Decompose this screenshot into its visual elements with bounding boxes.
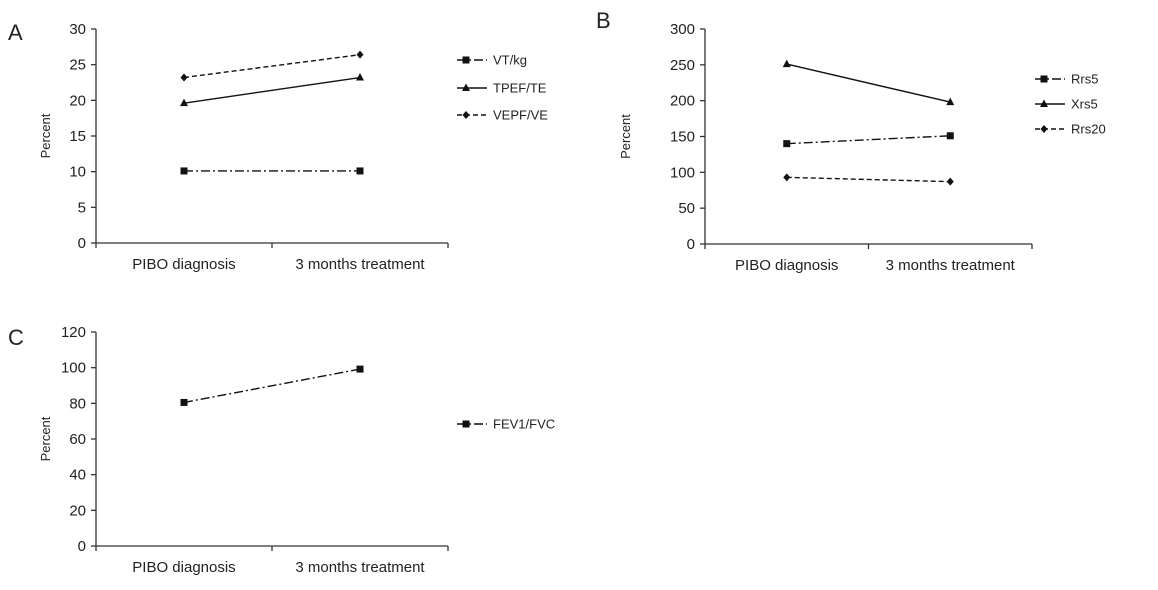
y-tick-label: 25 bbox=[69, 57, 86, 74]
series-line-rrs20 bbox=[786, 176, 951, 183]
y-axis-label: Percent bbox=[618, 114, 633, 159]
x-tick-label: PIBO diagnosis bbox=[132, 559, 235, 576]
panel-a: A 0 5 10 15 20 25 30 PIBO diagnosis 3 months trea… bbox=[8, 20, 548, 273]
x-tick-label: PIBO diagnosis bbox=[735, 257, 838, 274]
x-tick-label: 3 months treatment bbox=[295, 559, 425, 576]
y-tick-label: 20 bbox=[69, 502, 86, 519]
series-line-rrs5 bbox=[786, 135, 951, 145]
legend-marker bbox=[1040, 125, 1048, 133]
data-point bbox=[946, 177, 954, 186]
y-tick-label: 0 bbox=[78, 235, 86, 252]
panel-b: B 0 50 100 150 200 250 300 PIBO diagnosis 3 month… bbox=[596, 8, 1106, 274]
x-tick-label: 3 months treatment bbox=[886, 257, 1016, 274]
y-tick-label: 60 bbox=[69, 431, 86, 448]
y-tick-label: 20 bbox=[69, 92, 86, 109]
legend-label: VT/kg bbox=[493, 53, 527, 68]
legend-marker bbox=[1040, 99, 1048, 107]
legend-label: Xrs5 bbox=[1071, 97, 1098, 112]
y-tick-label: 5 bbox=[78, 199, 86, 216]
y-tick-label: 200 bbox=[670, 93, 695, 110]
panel-letter: A bbox=[8, 20, 23, 45]
series-line-vepf-ve bbox=[183, 53, 361, 79]
y-tick-label: 300 bbox=[670, 21, 695, 38]
y-tick-label: 80 bbox=[69, 395, 86, 412]
legend-marker bbox=[1040, 75, 1048, 83]
data-point bbox=[356, 167, 364, 175]
data-point bbox=[356, 50, 364, 59]
legend-marker bbox=[462, 111, 470, 119]
y-tick-label: 150 bbox=[670, 129, 695, 146]
data-point bbox=[180, 167, 188, 175]
y-tick-label: 100 bbox=[61, 360, 86, 377]
y-tick-label: 0 bbox=[78, 538, 86, 555]
legend-label: VEPF/VE bbox=[493, 108, 548, 123]
y-tick-label: 0 bbox=[687, 236, 695, 253]
data-point bbox=[946, 132, 954, 140]
legend-marker bbox=[462, 56, 470, 64]
y-tick-label: 15 bbox=[69, 128, 86, 145]
panel-letter: B bbox=[596, 8, 611, 33]
y-tick-label: 40 bbox=[69, 467, 86, 484]
y-tick-label: 30 bbox=[69, 21, 86, 38]
legend-label: FEV1/FVC bbox=[493, 417, 555, 432]
legend-label: TPEF/TE bbox=[493, 81, 547, 96]
legend-label: Rrs20 bbox=[1071, 122, 1106, 137]
legend-marker bbox=[462, 420, 470, 428]
data-point bbox=[783, 140, 791, 148]
series-line-tpef-te bbox=[183, 76, 361, 104]
data-point bbox=[946, 97, 955, 106]
y-tick-label: 10 bbox=[69, 164, 86, 181]
legend-marker bbox=[462, 83, 470, 91]
y-tick-label: 50 bbox=[678, 200, 695, 217]
x-tick-label: PIBO diagnosis bbox=[132, 256, 235, 273]
data-point bbox=[180, 98, 188, 107]
y-tick-label: 100 bbox=[670, 164, 695, 181]
y-axis-label: Percent bbox=[38, 113, 53, 158]
data-point bbox=[782, 59, 791, 68]
data-point bbox=[783, 173, 791, 182]
data-point bbox=[180, 73, 188, 82]
panel-c: C 0 20 40 60 80 100 120 PIBO diagnosis 3 months t… bbox=[8, 324, 555, 576]
y-tick-label: 250 bbox=[670, 57, 695, 74]
series-line-fev1-fvc bbox=[183, 368, 361, 404]
x-tick-label: 3 months treatment bbox=[295, 256, 425, 273]
y-tick-label: 120 bbox=[61, 324, 86, 341]
panel-letter: C bbox=[8, 325, 24, 350]
data-point bbox=[356, 365, 364, 373]
data-point bbox=[356, 73, 364, 81]
y-axis-label: Percent bbox=[38, 416, 53, 461]
legend-label: Rrs5 bbox=[1071, 72, 1098, 87]
series-line-xrs5 bbox=[786, 63, 951, 103]
data-point bbox=[180, 398, 188, 406]
